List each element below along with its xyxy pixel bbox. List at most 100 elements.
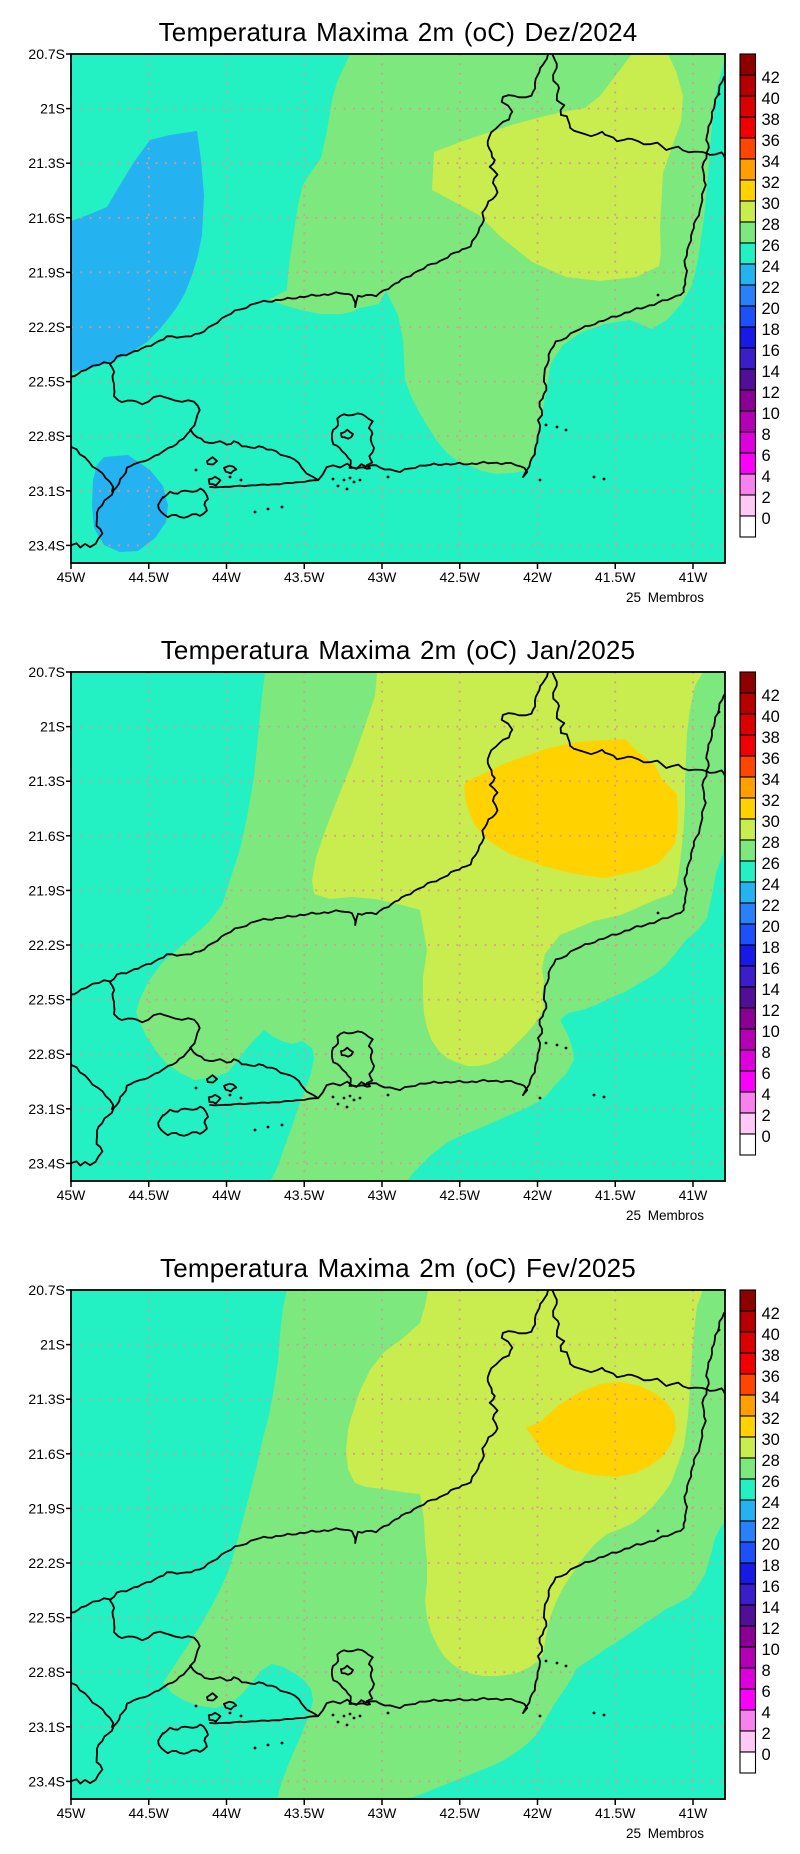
svg-text:26: 26 [762,237,780,255]
svg-text:18: 18 [762,939,780,957]
svg-text:34: 34 [762,771,780,789]
svg-text:4: 4 [762,1704,771,1722]
svg-text:Temperatura Maxima 2m (oC) Dez: Temperatura Maxima 2m (oC) Dez/2024 [159,17,638,47]
svg-text:21.9S: 21.9S [28,1500,65,1516]
svg-text:42W: 42W [523,569,553,585]
svg-text:12: 12 [762,1620,780,1638]
svg-text:23.1S: 23.1S [28,1719,65,1735]
svg-text:23.1S: 23.1S [28,1101,65,1117]
svg-text:21S: 21S [40,719,65,735]
svg-text:22.5S: 22.5S [28,1610,65,1626]
svg-text:21.6S: 21.6S [28,828,65,844]
svg-text:23.1S: 23.1S [28,483,65,499]
svg-text:21.6S: 21.6S [28,1446,65,1462]
svg-text:16: 16 [762,960,780,978]
svg-text:43.5W: 43.5W [284,1187,325,1203]
svg-text:6: 6 [762,447,771,465]
svg-text:28: 28 [762,216,780,234]
svg-text:0: 0 [762,1128,771,1146]
svg-text:45W: 45W [57,1187,87,1203]
svg-text:41W: 41W [679,569,709,585]
svg-text:24: 24 [762,258,780,276]
svg-text:14: 14 [762,363,780,381]
svg-text:10: 10 [762,1023,780,1041]
svg-text:22.8S: 22.8S [28,1664,65,1680]
svg-text:26: 26 [762,1473,780,1491]
svg-text:42.5W: 42.5W [440,569,481,585]
svg-text:0: 0 [762,1746,771,1764]
svg-text:32: 32 [762,792,780,810]
svg-text:20: 20 [762,300,780,318]
svg-text:21S: 21S [40,101,65,117]
svg-text:22.2S: 22.2S [28,319,65,335]
svg-text:20.7S: 20.7S [28,664,65,680]
svg-text:22: 22 [762,1515,780,1533]
svg-text:43W: 43W [368,1187,398,1203]
svg-text:16: 16 [762,1578,780,1596]
svg-text:42.5W: 42.5W [440,1187,481,1203]
svg-text:45W: 45W [57,569,87,585]
svg-text:30: 30 [762,1431,780,1449]
svg-text:40: 40 [762,708,780,726]
svg-text:38: 38 [762,729,780,747]
svg-text:41.5W: 41.5W [595,1805,636,1821]
svg-text:2: 2 [762,489,771,507]
svg-text:38: 38 [762,1347,780,1365]
svg-text:24: 24 [762,1494,780,1512]
svg-text:4: 4 [762,468,771,486]
svg-text:30: 30 [762,195,780,213]
svg-text:16: 16 [762,342,780,360]
svg-text:20.7S: 20.7S [28,46,65,62]
svg-text:45W: 45W [57,1805,87,1821]
svg-text:42: 42 [762,687,780,705]
svg-text:36: 36 [762,750,780,768]
svg-text:22.5S: 22.5S [28,374,65,390]
svg-text:32: 32 [762,174,780,192]
svg-text:22.2S: 22.2S [28,937,65,953]
svg-text:43.5W: 43.5W [284,569,325,585]
svg-text:44W: 44W [212,1187,242,1203]
svg-text:8: 8 [762,1662,771,1680]
svg-text:42: 42 [762,1305,780,1323]
svg-text:25 Membros: 25 Membros [626,1826,704,1841]
svg-text:26: 26 [762,855,780,873]
svg-text:0: 0 [762,510,771,528]
svg-text:22: 22 [762,897,780,915]
svg-text:20.7S: 20.7S [28,1282,65,1298]
svg-text:12: 12 [762,1002,780,1020]
svg-text:21.9S: 21.9S [28,264,65,280]
svg-text:42: 42 [762,69,780,87]
svg-text:44.5W: 44.5W [129,1805,170,1821]
svg-text:43W: 43W [368,1805,398,1821]
svg-text:Temperatura Maxima 2m (oC) Jan: Temperatura Maxima 2m (oC) Jan/2025 [161,635,636,665]
svg-text:40: 40 [762,90,780,108]
svg-text:12: 12 [762,384,780,402]
svg-text:44W: 44W [212,1805,242,1821]
svg-text:8: 8 [762,1044,771,1062]
svg-text:41W: 41W [679,1187,709,1203]
svg-text:21.6S: 21.6S [28,210,65,226]
svg-text:20: 20 [762,918,780,936]
svg-text:28: 28 [762,834,780,852]
svg-text:44W: 44W [212,569,242,585]
svg-text:42W: 42W [523,1187,553,1203]
svg-text:6: 6 [762,1683,771,1701]
svg-text:8: 8 [762,426,771,444]
svg-text:21.3S: 21.3S [28,155,65,171]
svg-text:22: 22 [762,279,780,297]
svg-text:44.5W: 44.5W [129,569,170,585]
svg-text:38: 38 [762,111,780,129]
svg-text:42.5W: 42.5W [440,1805,481,1821]
svg-text:23.4S: 23.4S [28,1155,65,1171]
svg-text:24: 24 [762,876,780,894]
svg-text:28: 28 [762,1452,780,1470]
svg-text:22.5S: 22.5S [28,992,65,1008]
svg-text:21S: 21S [40,1337,65,1353]
svg-text:2: 2 [762,1725,771,1743]
svg-text:32: 32 [762,1410,780,1428]
svg-text:43W: 43W [368,569,398,585]
svg-text:20: 20 [762,1536,780,1554]
svg-text:10: 10 [762,405,780,423]
svg-text:Temperatura Maxima 2m (oC) Fev: Temperatura Maxima 2m (oC) Fev/2025 [160,1253,636,1283]
svg-text:36: 36 [762,132,780,150]
